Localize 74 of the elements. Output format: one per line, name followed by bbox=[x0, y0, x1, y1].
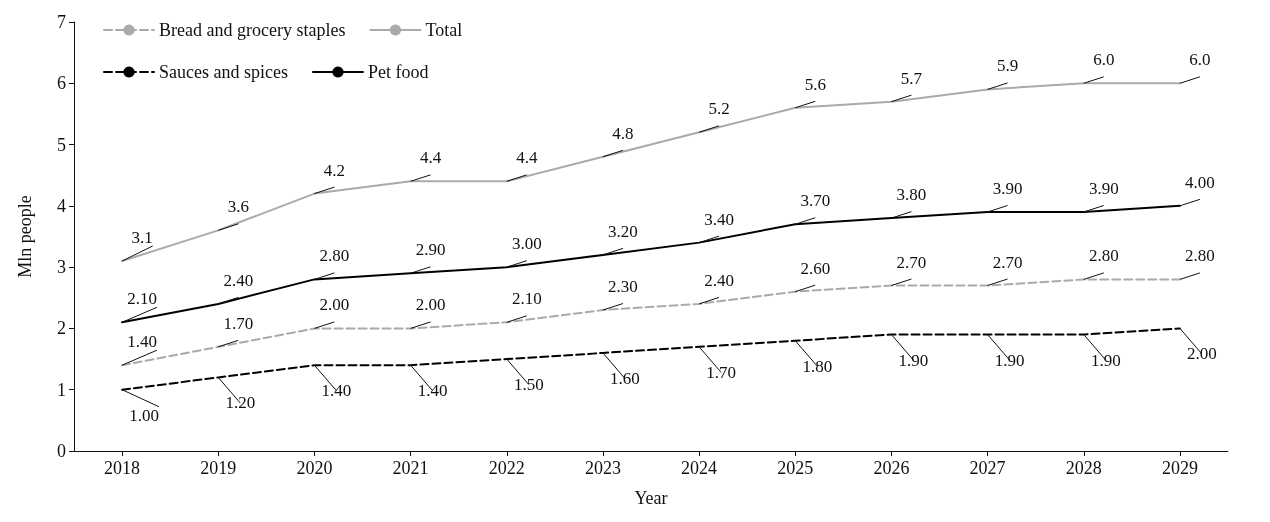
data-label: 4.4 bbox=[516, 148, 538, 168]
data-label: 3.80 bbox=[896, 185, 927, 205]
data-label: 2.80 bbox=[319, 246, 350, 266]
data-label: 1.90 bbox=[898, 350, 929, 370]
data-label: 2.00 bbox=[1187, 344, 1217, 364]
data-label: 3.90 bbox=[992, 178, 1023, 198]
y-tick-label: 4 bbox=[57, 195, 66, 216]
data-label: 3.00 bbox=[511, 234, 542, 254]
data-label: 2.60 bbox=[800, 258, 831, 278]
x-tick-label: 2029 bbox=[1161, 458, 1198, 478]
data-label: 1.00 bbox=[129, 405, 159, 425]
data-label: 2.80 bbox=[1088, 246, 1119, 266]
data-label: 3.70 bbox=[800, 191, 831, 211]
data-label: 2.30 bbox=[608, 277, 638, 297]
legend-label: Pet food bbox=[367, 62, 429, 82]
data-label: 3.6 bbox=[227, 197, 249, 217]
data-label: 2.40 bbox=[223, 270, 254, 290]
x-tick-label: 2023 bbox=[584, 458, 621, 478]
x-tick-label: 2024 bbox=[681, 458, 718, 478]
y-tick-label: 7 bbox=[57, 12, 66, 32]
data-label: 6.0 bbox=[1093, 50, 1115, 70]
x-tick-label: 2027 bbox=[969, 458, 1006, 478]
data-label: 1.20 bbox=[225, 393, 256, 413]
legend-label: Sauces and spices bbox=[159, 62, 288, 82]
data-label: 5.7 bbox=[900, 68, 923, 88]
legend-label: Bread and grocery staples bbox=[159, 20, 346, 40]
data-label: 5.9 bbox=[996, 56, 1019, 76]
data-label: 5.6 bbox=[804, 74, 826, 94]
data-label: 3.40 bbox=[704, 209, 734, 229]
data-label: 4.00 bbox=[1185, 172, 1215, 192]
y-tick-label: 5 bbox=[57, 134, 66, 155]
data-label: 2.40 bbox=[704, 270, 734, 290]
data-label: 2.00 bbox=[319, 295, 350, 315]
x-tick-label: 2021 bbox=[392, 458, 429, 478]
data-label: 1.80 bbox=[802, 356, 833, 376]
data-label: 2.10 bbox=[127, 289, 157, 309]
y-tick-label: 2 bbox=[57, 318, 66, 339]
y-tick-label: 3 bbox=[57, 257, 66, 278]
data-label: 1.50 bbox=[513, 375, 544, 395]
y-tick-label: 0 bbox=[57, 441, 66, 461]
data-label: 1.90 bbox=[1090, 350, 1121, 370]
y-tick-label: 6 bbox=[57, 73, 66, 94]
x-tick-label: 2018 bbox=[104, 458, 141, 478]
x-tick-label: 2020 bbox=[296, 458, 333, 478]
x-tick-label: 2022 bbox=[488, 458, 525, 478]
data-label: 1.40 bbox=[417, 381, 448, 401]
y-axis-title: Mln people bbox=[15, 195, 35, 278]
data-label: 2.70 bbox=[992, 252, 1023, 272]
x-tick-label: 2026 bbox=[873, 458, 910, 478]
data-label: 1.70 bbox=[706, 362, 736, 382]
data-label: 6.0 bbox=[1189, 50, 1211, 70]
data-label: 3.20 bbox=[608, 221, 638, 241]
x-tick-label: 2025 bbox=[777, 458, 814, 478]
data-label: 2.90 bbox=[415, 240, 446, 260]
y-tick-label: 1 bbox=[57, 379, 66, 400]
data-label: 5.2 bbox=[708, 99, 730, 119]
x-tick-label: 2028 bbox=[1065, 458, 1102, 478]
x-axis-title: Year bbox=[634, 488, 668, 508]
data-label: 2.70 bbox=[896, 252, 927, 272]
data-label: 2.10 bbox=[511, 289, 542, 309]
legend-label: Total bbox=[425, 20, 463, 40]
x-tick-label: 2019 bbox=[200, 458, 237, 478]
data-label: 4.2 bbox=[323, 160, 346, 180]
data-label: 3.1 bbox=[131, 228, 153, 248]
data-label: 3.90 bbox=[1088, 178, 1119, 198]
data-label: 2.00 bbox=[415, 295, 446, 315]
data-label: 4.8 bbox=[612, 123, 634, 143]
data-label: 1.60 bbox=[610, 368, 640, 388]
data-label: 1.40 bbox=[321, 381, 352, 401]
data-label: 2.80 bbox=[1185, 246, 1215, 266]
data-label: 1.90 bbox=[994, 350, 1025, 370]
data-label: 1.70 bbox=[223, 313, 254, 333]
data-label: 4.4 bbox=[419, 148, 442, 168]
data-label: 1.40 bbox=[127, 332, 157, 352]
